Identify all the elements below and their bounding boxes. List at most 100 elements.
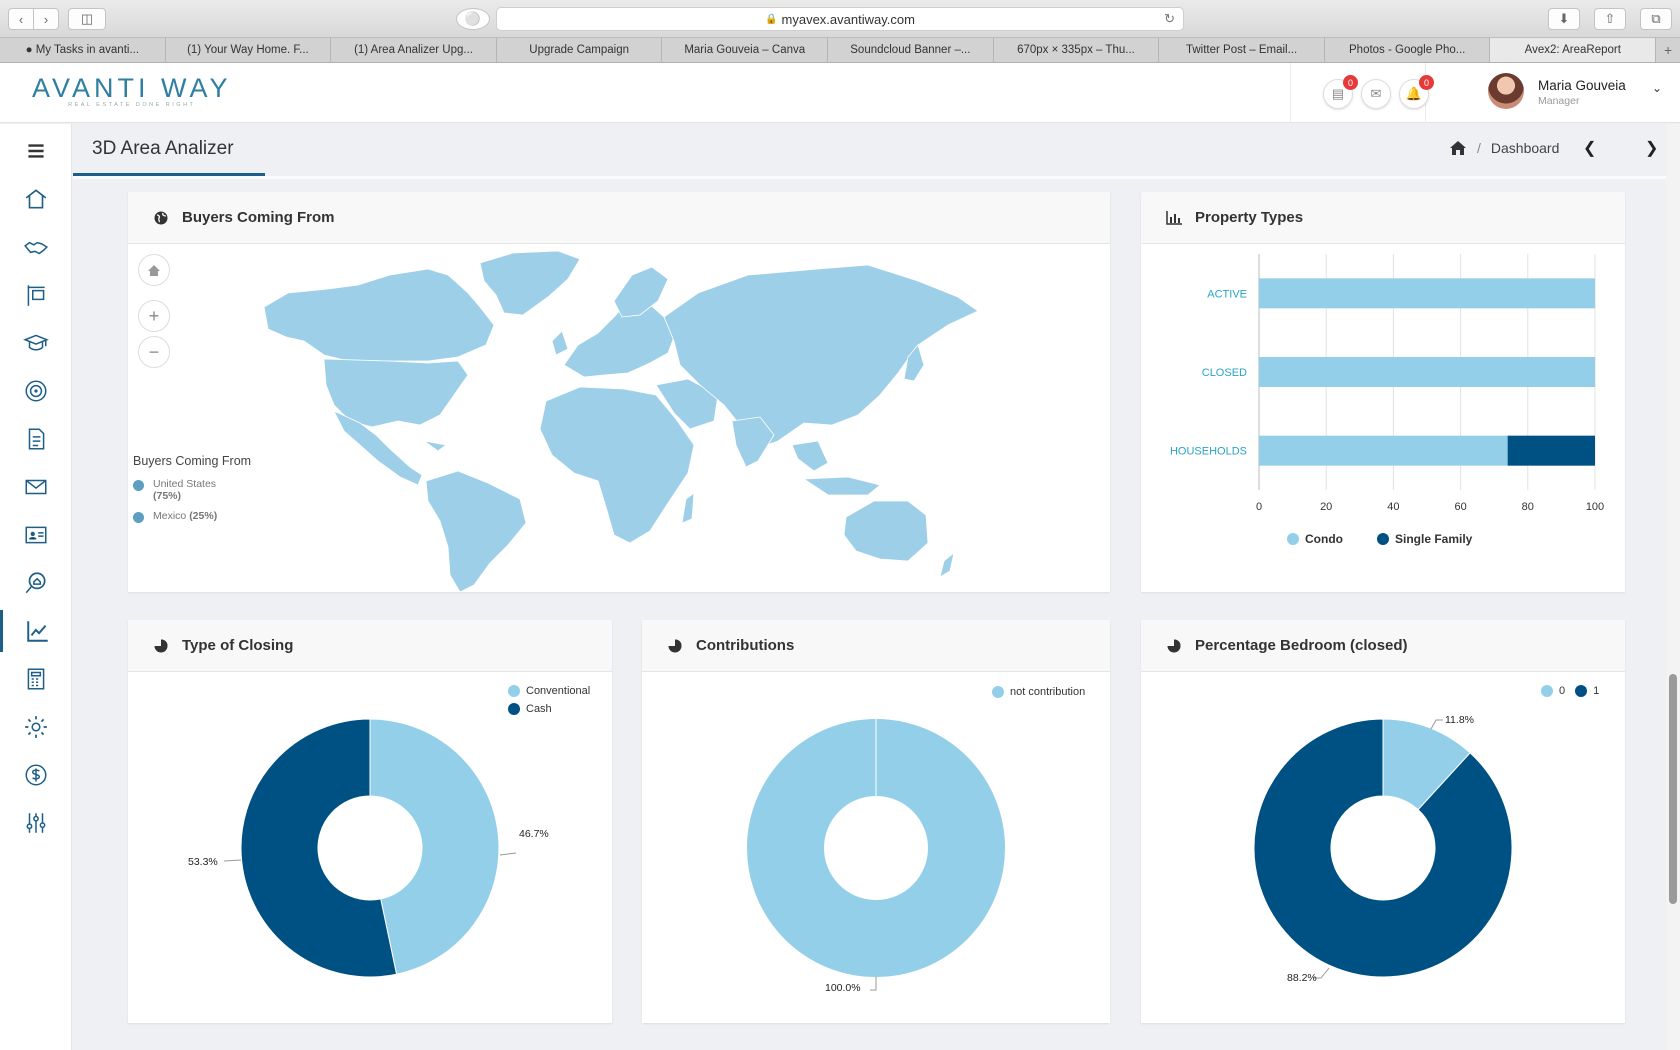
target-icon bbox=[25, 380, 47, 402]
new-tab-button[interactable]: + bbox=[1663, 42, 1673, 58]
legend-item-1[interactable]: 1 bbox=[1575, 682, 1599, 700]
map-region-europe bbox=[563, 300, 675, 378]
sidebar-item-billing[interactable] bbox=[0, 754, 72, 796]
sidebar-item-deals[interactable] bbox=[0, 226, 72, 268]
address-bar[interactable]: 🔒 myavex.avantiway.com ↻ bbox=[496, 7, 1184, 31]
download-button[interactable]: ⬇ bbox=[1548, 8, 1580, 30]
notifications-button[interactable]: 🔔 0 bbox=[1399, 75, 1434, 109]
browser-tab-active[interactable]: Avex2: AreaReport bbox=[1490, 38, 1657, 62]
zoom-in-button[interactable]: + bbox=[138, 300, 170, 332]
messages-button[interactable]: ✉ bbox=[1361, 79, 1391, 109]
calculator-icon bbox=[27, 668, 45, 690]
sidebar-item-goals[interactable] bbox=[0, 370, 72, 412]
page-scrollbar[interactable] bbox=[1666, 124, 1680, 1050]
chevron-right-icon[interactable]: ❯ bbox=[1645, 140, 1659, 157]
legend-item-cash[interactable]: Cash bbox=[508, 700, 590, 718]
handshake-icon bbox=[24, 241, 49, 255]
tabs-overview-button[interactable]: ⧉ bbox=[1640, 8, 1672, 30]
category-label: CLOSED bbox=[1202, 367, 1247, 379]
browser-toolbar: ‹ › ◫ ⚪ 🔒 myavex.avantiway.com ↻ ⬇ ⇧ ⧉ bbox=[0, 0, 1680, 38]
sidebar-item-education[interactable] bbox=[0, 322, 72, 364]
legend-item-not-contribution[interactable]: not contribution bbox=[992, 683, 1085, 701]
buyers-map-card: Buyers Coming From + − bbox=[128, 192, 1110, 592]
browser-tab[interactable]: ● My Tasks in avanti... bbox=[0, 38, 166, 62]
browser-tab[interactable]: 670px × 335px – Thu... bbox=[994, 38, 1160, 62]
sidebar-item-analytics[interactable] bbox=[0, 610, 72, 652]
map-region-africa bbox=[539, 386, 695, 544]
breadcrumb-dashboard[interactable]: Dashboard bbox=[1490, 140, 1560, 156]
browser-tab[interactable]: Soundcloud Banner –... bbox=[828, 38, 994, 62]
sidebar-item-documents[interactable] bbox=[0, 418, 72, 460]
user-menu[interactable]: Maria Gouveia Manager ⌄ bbox=[1488, 73, 1678, 113]
browser-tab[interactable]: (1) Area Analizer Upg... bbox=[331, 38, 497, 62]
x-tick-label: 0 bbox=[1256, 501, 1262, 513]
document-icon bbox=[28, 428, 45, 450]
sidebar-item-search-properties[interactable] bbox=[0, 562, 72, 604]
sidebar bbox=[0, 124, 72, 1050]
envelope-icon: ✉ bbox=[1370, 86, 1382, 101]
breadcrumb: / Dashboard bbox=[1449, 140, 1559, 156]
listings-badge: 0 bbox=[1343, 75, 1358, 90]
sidebar-item-home[interactable] bbox=[0, 178, 72, 220]
back-button[interactable]: ‹ bbox=[8, 8, 34, 30]
legend-item-0[interactable]: 0 bbox=[1541, 682, 1565, 700]
home-icon[interactable] bbox=[1449, 140, 1467, 156]
legend-dot bbox=[1287, 533, 1299, 545]
url-text: myavex.avantiway.com bbox=[781, 11, 915, 27]
reload-icon[interactable]: ↻ bbox=[1164, 11, 1175, 26]
sidebar-item-settings[interactable] bbox=[0, 706, 72, 748]
browser-tab[interactable]: Photos - Google Pho... bbox=[1325, 38, 1491, 62]
header-actions: ▤ 0 ✉ 🔔 0 bbox=[1290, 63, 1434, 123]
slice-cash bbox=[240, 718, 398, 978]
home-icon bbox=[148, 264, 160, 276]
percentage-bedroom-donut bbox=[1253, 718, 1513, 979]
slice-label-0: 11.8% bbox=[1445, 714, 1474, 726]
map-legend-title: Buyers Coming From bbox=[133, 454, 252, 468]
pie-chart-icon bbox=[666, 637, 684, 655]
lock-icon: 🔒 bbox=[765, 13, 778, 25]
leader-line bbox=[1430, 719, 1443, 730]
avanti-way-logo[interactable]: AVANTI WAY REAL ESTATE DONE RIGHT bbox=[32, 73, 232, 108]
plus-icon: + bbox=[148, 305, 160, 326]
menu-toggle-button[interactable] bbox=[0, 130, 72, 172]
gear-icon bbox=[25, 716, 47, 738]
map-region-south-america bbox=[425, 470, 527, 592]
contributions-card: Contributions not contribution 100.0% bbox=[642, 620, 1110, 1023]
sidebar-item-contacts[interactable] bbox=[0, 514, 72, 556]
leader-line bbox=[1313, 967, 1330, 979]
x-tick-label: 100 bbox=[1586, 501, 1604, 513]
map-region-mexico bbox=[333, 410, 423, 486]
listings-button[interactable]: ▤ 0 bbox=[1323, 75, 1358, 109]
chevron-down-icon[interactable]: ⌄ bbox=[1652, 81, 1663, 95]
legend-item-conventional[interactable]: Conventional bbox=[508, 682, 590, 700]
sidebar-item-signs[interactable] bbox=[0, 274, 72, 316]
browser-tab[interactable]: Twitter Post – Email... bbox=[1159, 38, 1325, 62]
legend-item-united-states[interactable]: United States (75%) bbox=[133, 478, 243, 502]
category-label: HOUSEHOLDS bbox=[1170, 446, 1247, 458]
browser-tab[interactable]: Upgrade Campaign bbox=[497, 38, 663, 62]
map-home-button[interactable] bbox=[138, 254, 170, 286]
user-name: Maria Gouveia bbox=[1538, 78, 1626, 93]
legend-item-mexico[interactable]: Mexico (25%) bbox=[133, 510, 243, 523]
leader-line bbox=[223, 859, 242, 862]
sidebar-item-filters[interactable] bbox=[0, 802, 72, 844]
extension-icon[interactable]: ⚪ bbox=[456, 8, 490, 30]
sidebar-item-calculator[interactable] bbox=[0, 658, 72, 700]
sidebar-toggle-button[interactable]: ◫ bbox=[68, 8, 106, 30]
zoom-out-button[interactable]: − bbox=[138, 336, 170, 368]
legend-label: Single Family bbox=[1395, 532, 1473, 546]
x-tick-label: 80 bbox=[1522, 501, 1534, 513]
magnifier-house-icon bbox=[25, 572, 46, 594]
share-button[interactable]: ⇧ bbox=[1594, 8, 1626, 30]
envelope-icon bbox=[25, 479, 47, 495]
scrollbar-thumb[interactable] bbox=[1669, 674, 1677, 904]
sidebar-item-mail[interactable] bbox=[0, 466, 72, 508]
browser-tab[interactable]: Maria Gouveia – Canva bbox=[662, 38, 829, 62]
chevron-left-icon[interactable]: ❮ bbox=[1583, 140, 1597, 157]
graduation-cap-icon bbox=[23, 334, 49, 351]
browser-tab[interactable]: (1) Your Way Home. F... bbox=[166, 38, 332, 62]
card-title: Property Types bbox=[1195, 209, 1304, 226]
forward-button[interactable]: › bbox=[33, 8, 59, 30]
bar-condo bbox=[1259, 435, 1508, 466]
bar-chart-icon bbox=[1165, 209, 1183, 227]
